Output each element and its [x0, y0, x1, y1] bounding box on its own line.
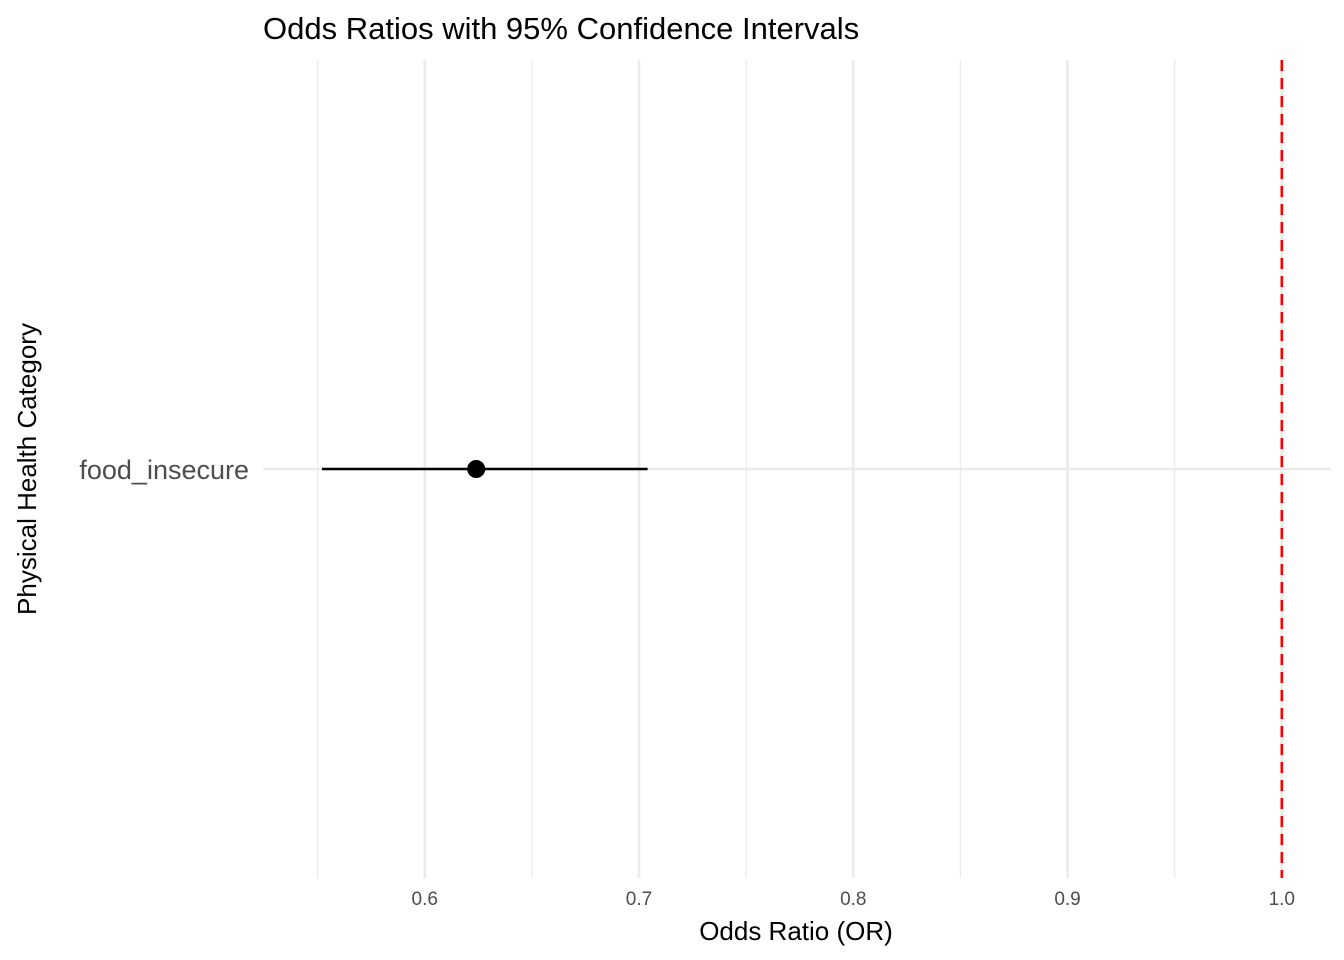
x-tick-label: 0.6	[412, 889, 438, 910]
data-layer	[321, 460, 648, 478]
x-tick-label: 1.0	[1269, 889, 1295, 910]
y-tick-labels: food_insecure	[79, 455, 249, 485]
x-axis-label: Odds Ratio (OR)	[699, 916, 893, 946]
x-tick-label: 0.9	[1054, 889, 1080, 910]
x-tick-labels: 0.6 0.7 0.8 0.9 1.0	[412, 889, 1295, 910]
odds-ratio-point	[467, 460, 486, 478]
x-tick-label: 0.7	[626, 889, 652, 910]
y-axis-label: Physical Health Category	[12, 323, 42, 615]
y-tick-label: food_insecure	[79, 455, 249, 485]
chart-title: Odds Ratios with 95% Confidence Interval…	[263, 11, 859, 46]
x-tick-label: 0.8	[840, 889, 866, 910]
